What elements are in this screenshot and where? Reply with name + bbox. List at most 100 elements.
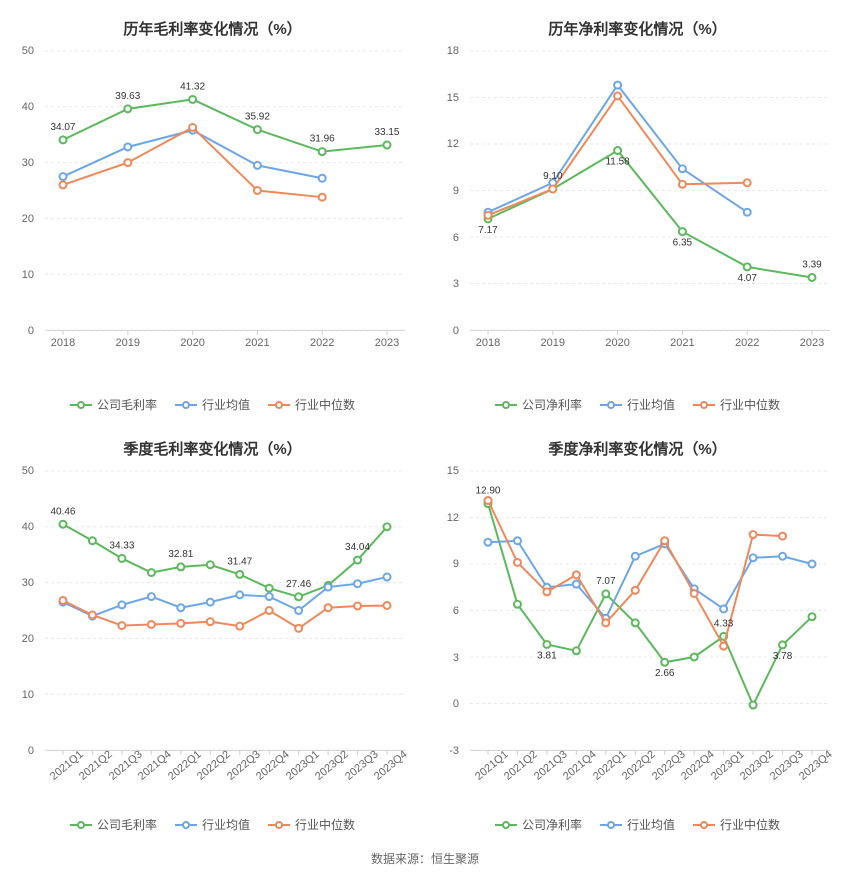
series-marker-industry_median bbox=[319, 194, 326, 201]
series-marker-industry_avg bbox=[779, 553, 786, 560]
data-label: 4.07 bbox=[737, 273, 757, 284]
series-marker-industry_avg bbox=[744, 209, 751, 216]
series-marker-industry_avg bbox=[632, 553, 639, 560]
legend-item-company[interactable]: 公司净利率 bbox=[495, 816, 582, 833]
series-marker-company bbox=[124, 105, 131, 112]
series-marker-company bbox=[602, 590, 609, 597]
legend-item-industry_median[interactable]: 行业中位数 bbox=[693, 816, 780, 833]
series-marker-company bbox=[118, 555, 125, 562]
series-marker-industry_median bbox=[325, 604, 332, 611]
charts-grid: 历年毛利率变化情况（%）0102030405034.0739.6341.3235… bbox=[5, 10, 845, 840]
series-marker-industry_median bbox=[679, 181, 686, 188]
y-tick: 9 bbox=[453, 558, 459, 570]
legend-label: 行业均值 bbox=[627, 816, 675, 833]
x-tick: 2018 bbox=[51, 337, 75, 349]
series-marker-company bbox=[779, 641, 786, 648]
series-marker-industry_median bbox=[744, 179, 751, 186]
y-tick: 0 bbox=[28, 745, 34, 757]
series-marker-company bbox=[384, 142, 391, 149]
data-label: 7.17 bbox=[478, 225, 498, 236]
y-tick: -3 bbox=[449, 745, 459, 757]
legend-label: 公司毛利率 bbox=[97, 816, 157, 833]
series-marker-industry_median bbox=[266, 607, 273, 614]
data-label: 9.10 bbox=[543, 171, 563, 182]
y-axis: -303691215 bbox=[430, 471, 465, 751]
legend-item-industry_median[interactable]: 行业中位数 bbox=[693, 396, 780, 413]
series-marker-company bbox=[514, 601, 521, 608]
plot-area: 7.179.1011.586.354.073.39 bbox=[470, 51, 830, 331]
series-marker-company bbox=[809, 613, 816, 620]
series-marker-company bbox=[679, 228, 686, 235]
series-marker-company bbox=[573, 647, 580, 654]
chart-title: 季度毛利率变化情况（%） bbox=[5, 430, 420, 471]
legend-label: 公司净利率 bbox=[522, 816, 582, 833]
legend-label: 行业中位数 bbox=[295, 816, 355, 833]
series-marker-industry_avg bbox=[325, 584, 332, 591]
y-tick: 6 bbox=[453, 605, 459, 617]
legend-item-industry_median[interactable]: 行业中位数 bbox=[268, 816, 355, 833]
legend-symbol bbox=[495, 819, 517, 831]
y-tick: 10 bbox=[22, 269, 34, 281]
series-marker-industry_avg bbox=[60, 173, 67, 180]
chart-annual-gross: 历年毛利率变化情况（%）0102030405034.0739.6341.3235… bbox=[5, 10, 420, 420]
series-marker-industry_median bbox=[632, 587, 639, 594]
series-marker-company bbox=[809, 274, 816, 281]
series-marker-industry_avg bbox=[254, 162, 261, 169]
legend-item-company[interactable]: 公司毛利率 bbox=[70, 396, 157, 413]
legend-item-industry_median[interactable]: 行业中位数 bbox=[268, 396, 355, 413]
series-marker-industry_median bbox=[779, 533, 786, 540]
series-marker-industry_median bbox=[543, 588, 550, 595]
legend: 公司毛利率 行业均值 行业中位数 bbox=[5, 816, 420, 833]
series-marker-industry_avg bbox=[207, 599, 214, 606]
series-marker-industry_avg bbox=[573, 581, 580, 588]
legend-symbol bbox=[175, 399, 197, 411]
legend-symbol bbox=[70, 819, 92, 831]
legend-label: 行业均值 bbox=[627, 396, 675, 413]
series-marker-industry_median bbox=[661, 537, 668, 544]
series-marker-industry_avg bbox=[679, 165, 686, 172]
legend-item-industry_avg[interactable]: 行业均值 bbox=[600, 816, 675, 833]
series-marker-industry_median bbox=[384, 602, 391, 609]
series-marker-industry_avg bbox=[809, 561, 816, 568]
x-axis: 201820192020202120222023 bbox=[45, 331, 405, 371]
series-marker-company bbox=[384, 523, 391, 530]
series-marker-industry_median bbox=[549, 185, 556, 192]
legend-item-company[interactable]: 公司净利率 bbox=[495, 396, 582, 413]
legend-symbol bbox=[175, 819, 197, 831]
series-marker-industry_median bbox=[60, 181, 67, 188]
series-marker-industry_median bbox=[614, 92, 621, 99]
plot-area: 34.0739.6341.3235.9231.9633.15 bbox=[45, 51, 405, 331]
series-marker-company bbox=[614, 147, 621, 154]
x-tick: 2023 bbox=[375, 337, 399, 349]
series-marker-industry_avg bbox=[266, 593, 273, 600]
legend-item-industry_avg[interactable]: 行业均值 bbox=[175, 816, 250, 833]
x-tick: 2019 bbox=[541, 337, 565, 349]
series-marker-industry_median bbox=[514, 559, 521, 566]
legend: 公司净利率 行业均值 行业中位数 bbox=[430, 816, 845, 833]
legend-symbol bbox=[70, 399, 92, 411]
series-marker-company bbox=[691, 654, 698, 661]
series-marker-industry_median bbox=[720, 643, 727, 650]
series-marker-company bbox=[661, 659, 668, 666]
series-marker-industry_median bbox=[148, 621, 155, 628]
legend-label: 行业均值 bbox=[202, 816, 250, 833]
series-marker-industry_avg bbox=[319, 175, 326, 182]
series-marker-company bbox=[60, 136, 67, 143]
legend-label: 行业均值 bbox=[202, 396, 250, 413]
legend-symbol bbox=[600, 399, 622, 411]
data-label: 32.81 bbox=[168, 549, 193, 560]
legend-item-industry_avg[interactable]: 行业均值 bbox=[175, 396, 250, 413]
x-tick: 2022 bbox=[310, 337, 334, 349]
legend-item-industry_avg[interactable]: 行业均值 bbox=[600, 396, 675, 413]
x-tick: 2021 bbox=[670, 337, 694, 349]
series-marker-industry_avg bbox=[148, 593, 155, 600]
data-label: 7.07 bbox=[596, 576, 616, 587]
chart-quarterly-net: 季度净利率变化情况（%）-30369121512.903.817.072.664… bbox=[430, 430, 845, 840]
series-marker-company bbox=[632, 619, 639, 626]
chart-title: 季度净利率变化情况（%） bbox=[430, 430, 845, 471]
series-marker-industry_median bbox=[573, 571, 580, 578]
legend-item-company[interactable]: 公司毛利率 bbox=[70, 816, 157, 833]
series-marker-industry_median bbox=[60, 597, 67, 604]
y-tick: 50 bbox=[22, 45, 34, 57]
y-tick: 0 bbox=[453, 325, 459, 337]
